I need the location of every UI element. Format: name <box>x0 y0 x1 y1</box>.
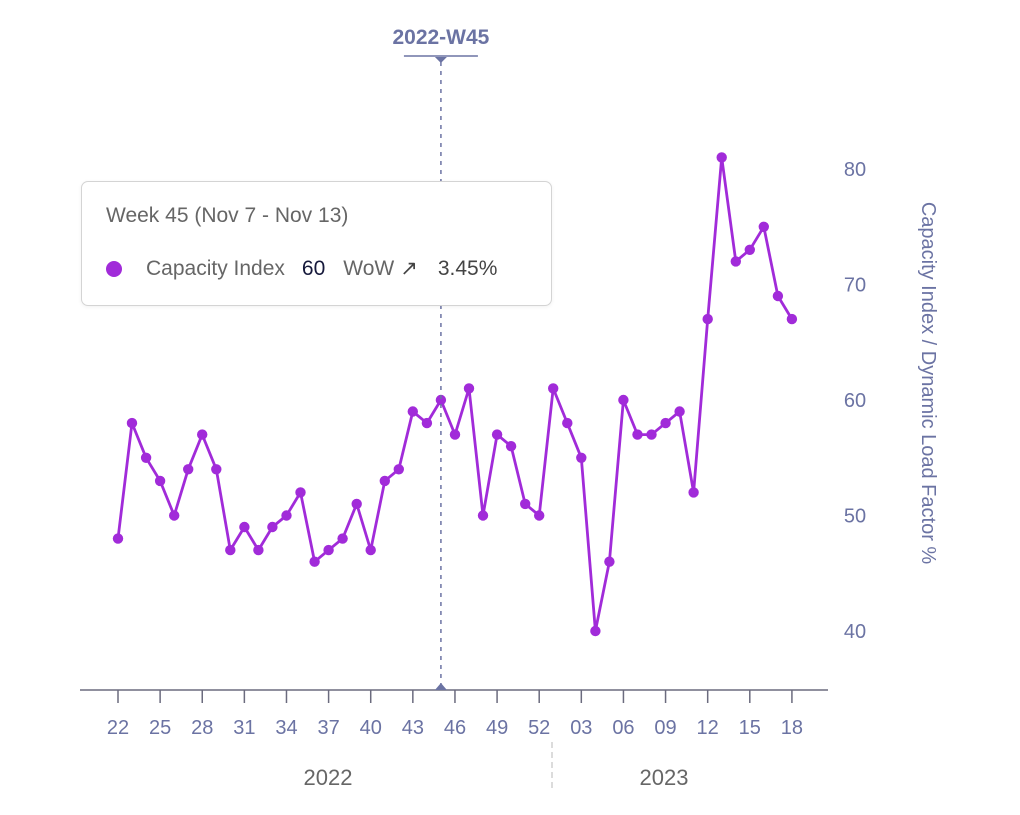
y-axis-title: Capacity Index / Dynamic Load Factor % <box>917 202 939 565</box>
data-point[interactable] <box>772 290 784 302</box>
x-tick-label: 25 <box>149 717 171 739</box>
data-point[interactable] <box>716 152 727 163</box>
x-tick-label: 12 <box>697 717 719 739</box>
x-tick-label: 49 <box>486 717 508 739</box>
data-point[interactable] <box>477 510 489 521</box>
data-point[interactable] <box>140 452 152 463</box>
data-point[interactable] <box>183 464 194 475</box>
year-label-2023: 2023 <box>640 765 689 790</box>
data-point[interactable] <box>758 221 769 232</box>
data-point[interactable] <box>253 544 264 556</box>
x-axis-ticks: 22 25 28 31 34 37 40 43 46 49 52 03 06 09 12 15 18 <box>107 690 803 739</box>
trend-up-arrow-icon: ↗ <box>400 257 418 280</box>
data-point[interactable] <box>267 521 278 533</box>
data-point[interactable] <box>379 475 390 487</box>
x-tick-label: 09 <box>654 717 676 739</box>
data-point[interactable] <box>618 394 629 406</box>
data-point[interactable] <box>786 313 798 325</box>
x-tick-label: 37 <box>317 717 339 739</box>
data-point[interactable] <box>505 441 517 452</box>
data-point[interactable] <box>154 475 166 487</box>
data-point[interactable] <box>548 383 559 394</box>
data-point[interactable] <box>744 244 755 255</box>
data-point[interactable] <box>393 464 404 475</box>
data-point[interactable] <box>337 533 348 544</box>
y-tick-label: 40 <box>844 621 866 643</box>
tooltip-value: 60 <box>301 256 326 280</box>
data-point[interactable] <box>281 510 292 521</box>
data-point[interactable] <box>646 429 657 440</box>
data-point[interactable] <box>660 417 671 429</box>
tooltip-row: Capacity Index 60 WoW ↗ 3.45% <box>106 256 497 281</box>
data-point[interactable] <box>562 417 573 429</box>
x-tick-label: 46 <box>444 717 466 739</box>
y-tick-label: 50 <box>844 506 866 528</box>
data-point[interactable] <box>126 417 138 429</box>
x-tick-label: 43 <box>402 717 424 739</box>
data-point[interactable] <box>674 406 685 417</box>
data-point[interactable] <box>449 429 461 440</box>
x-tick-label: 28 <box>191 717 213 739</box>
tooltip-wow-label: WoW <box>343 256 395 280</box>
data-point[interactable] <box>365 544 376 556</box>
data-point[interactable] <box>435 394 447 406</box>
data-point[interactable] <box>211 464 222 475</box>
data-point[interactable] <box>632 429 643 440</box>
data-point[interactable] <box>309 556 320 567</box>
year-label-2022: 2022 <box>304 765 353 790</box>
data-point[interactable] <box>491 429 503 440</box>
crosshair-bottom-marker <box>434 683 447 690</box>
data-point[interactable] <box>239 521 250 533</box>
data-point[interactable] <box>197 429 208 440</box>
data-point[interactable] <box>112 533 124 544</box>
y-tick-label: 70 <box>844 275 866 297</box>
y-axis-ticks: 40 50 60 70 80 <box>844 159 866 643</box>
tooltip-series-name: Capacity Index <box>146 256 285 280</box>
data-point[interactable] <box>323 544 334 556</box>
x-tick-label: 06 <box>612 717 634 739</box>
tooltip-title: Week 45 (Nov 7 - Nov 13) <box>106 204 349 227</box>
series-dot-icon <box>106 260 122 277</box>
x-tick-label: 22 <box>107 717 129 739</box>
x-tick-label: 15 <box>739 717 761 739</box>
data-point[interactable] <box>534 510 545 521</box>
x-tick-label: 52 <box>528 717 550 739</box>
data-point[interactable] <box>702 313 713 325</box>
tooltip-wow-value: 3.45% <box>437 256 498 280</box>
crosshair: 2022-W45 <box>392 26 490 690</box>
crosshair-top-marker <box>434 57 447 63</box>
data-point[interactable] <box>407 406 418 417</box>
data-point[interactable] <box>590 625 601 637</box>
tooltip: Week 45 (Nov 7 - Nov 13) Capacity Index … <box>81 181 552 306</box>
x-tick-label: 18 <box>781 717 803 739</box>
data-point[interactable] <box>520 498 531 510</box>
data-point[interactable] <box>169 510 180 521</box>
data-point[interactable] <box>576 452 587 463</box>
data-point[interactable] <box>421 417 433 429</box>
data-point[interactable] <box>688 487 699 498</box>
data-point[interactable] <box>295 487 306 498</box>
x-tick-label: 40 <box>360 717 382 739</box>
data-point[interactable] <box>463 383 475 394</box>
data-point[interactable] <box>351 498 362 510</box>
y-tick-label: 60 <box>844 390 866 412</box>
data-point[interactable] <box>604 556 615 567</box>
x-tick-label: 31 <box>233 717 255 739</box>
y-tick-label: 80 <box>844 159 866 181</box>
data-point[interactable] <box>730 256 741 267</box>
x-tick-label: 03 <box>570 717 592 739</box>
data-point[interactable] <box>225 544 236 556</box>
plot-area <box>112 152 798 637</box>
crosshair-week-label: 2022-W45 <box>392 26 489 49</box>
x-tick-label: 34 <box>275 717 297 739</box>
